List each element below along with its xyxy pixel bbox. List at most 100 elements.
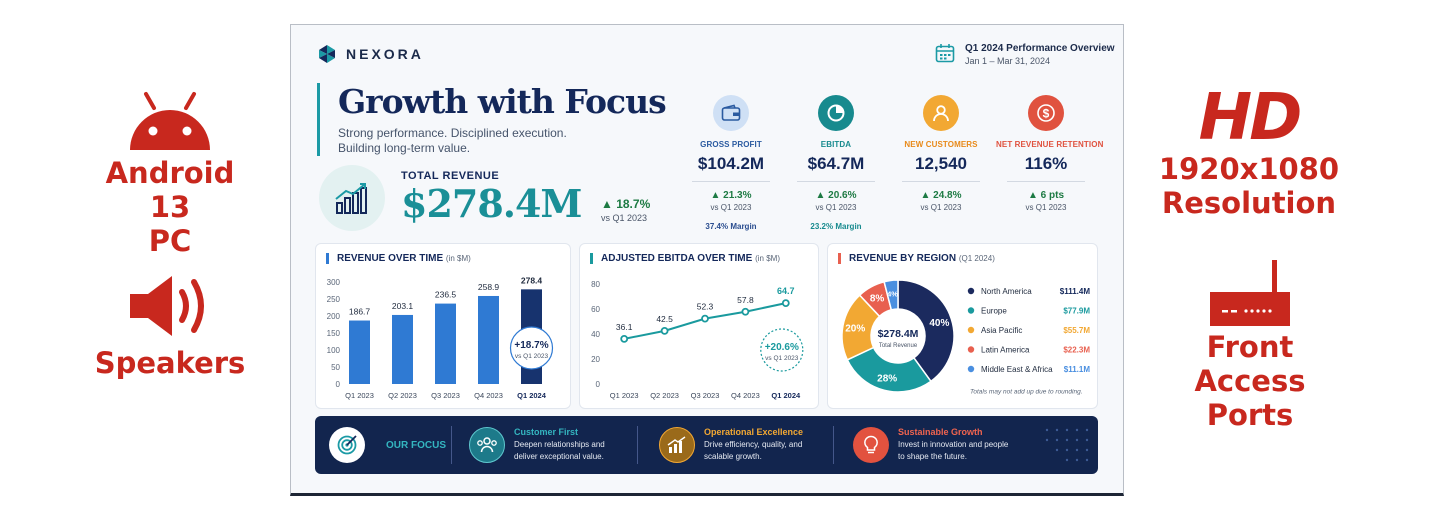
chart-unit: (in $M): [755, 254, 780, 263]
speakers-feature: Speakers: [82, 272, 258, 380]
focus-text-line2: scalable growth.: [704, 452, 762, 461]
chart-unit: (Q1 2024): [958, 254, 995, 263]
growth-chart-icon: [319, 165, 385, 231]
ports-feature: Front Access Ports: [1150, 258, 1350, 432]
kpi-value: 116%: [1024, 154, 1068, 173]
callout-value: +20.6%: [765, 342, 799, 353]
android-label-line1: Android 13: [105, 156, 235, 224]
focus-text-line1: Drive efficiency, quality, and: [704, 440, 803, 449]
focus-divider: [833, 426, 834, 464]
data-label: 278.4: [521, 275, 543, 285]
svg-text:$: $: [1043, 107, 1050, 121]
legend-label: North America: [981, 287, 1032, 296]
y-tick-label: 300: [327, 278, 341, 287]
revenue-bar-chart: 300 250 200 150 100 50 0 186.7 Q1 2023 203.1 Q2 20…: [327, 275, 554, 400]
slice-pct-label: 8%: [870, 293, 885, 304]
legend-label: Latin America: [981, 346, 1030, 355]
donut-center-value: $278.4M: [878, 328, 919, 340]
data-label: 42.5: [656, 314, 673, 324]
slice-pct-label: 28%: [877, 374, 897, 385]
callout-sub: vs Q1 2023: [515, 353, 549, 360]
donut-slice: [883, 279, 899, 311]
android-feature: Android 13 PC: [82, 86, 258, 258]
kpi-card-net-revenue-retention: $ NET REVENUE RETENTION 116% ▲ 6 pts vs …: [996, 83, 1104, 235]
donut-slice: [897, 279, 955, 383]
focus-title: Customer First: [514, 427, 579, 437]
data-label: 52.3: [697, 302, 714, 312]
hd-resolution-label: Resolution: [1161, 186, 1337, 220]
kpi-delta: ▲ 21.3%: [710, 190, 752, 201]
x-tick-label: Q2 2023: [650, 391, 679, 400]
x-tick-label: Q3 2023: [431, 391, 460, 400]
chart-title: REVENUE OVER TIME: [337, 253, 444, 264]
y-tick-label: 60: [591, 305, 600, 314]
page-subtitle: Strong performance. Disciplined executio…: [338, 126, 567, 155]
focus-title: Operational Excellence: [704, 427, 804, 437]
kpi-divider: [1007, 181, 1085, 182]
y-tick-label: 100: [327, 346, 341, 355]
people-icon: [469, 427, 505, 463]
wallet-icon: [713, 95, 749, 131]
x-tick-label: Q1 2024: [517, 391, 547, 400]
y-tick-label: 0: [596, 380, 601, 389]
focus-text-line2: to shape the future.: [898, 452, 967, 461]
data-label: 236.5: [435, 290, 457, 300]
legend-swatch: [967, 326, 975, 334]
ebitda-over-time-panel: ADJUSTED EBITDA OVER TIME (in $M) 80 60 40…: [579, 243, 819, 409]
legend-swatch: [967, 307, 975, 314]
ebitda-line-chart: 80 60 40 20 0 36.1 Q1 2023 42.5 Q2 2023 52.3 Q3 20…: [591, 280, 804, 400]
kpi-name: EBITDA: [820, 140, 852, 149]
callout-badge: [509, 326, 554, 370]
panel-title: REVENUE OVER TIME (in $M): [326, 253, 471, 264]
focus-text-line2: deliver exceptional value.: [514, 452, 604, 461]
chart-note: Totals may not add up due to rounding.: [970, 389, 1083, 396]
kpi-delta: ▲ 24.8%: [920, 190, 962, 201]
brand: NEXORA: [317, 44, 424, 64]
port-panel-icon: [1210, 260, 1290, 326]
data-point: [741, 307, 750, 316]
our-focus-label: OUR FOCUS: [386, 439, 446, 451]
kpi-name: NET REVENUE RETENTION: [996, 140, 1104, 149]
focus-divider: [451, 426, 452, 464]
legend-swatch: [967, 287, 975, 295]
chart-title: REVENUE BY REGION: [849, 253, 957, 264]
bar: [478, 295, 499, 384]
donut-center-label: Total Revenue: [879, 343, 918, 349]
legend-value: $111.4M: [1060, 287, 1091, 296]
kpi-card-ebitda: EBITDA $64.7M ▲ 20.6% vs Q1 2023 23.2% M…: [786, 83, 886, 235]
legend-label: Middle East & Africa: [981, 365, 1053, 374]
kpi-delta: ▲ 6 pts: [1027, 190, 1064, 201]
total-revenue-delta: ▲ 18.7% vs Q1 2023: [601, 197, 650, 223]
callout-sub: vs Q1 2023: [765, 355, 799, 362]
focus-item-customer-first: Customer First Deepen relationships and …: [469, 416, 605, 474]
bar: [349, 320, 370, 384]
focus-divider: [637, 426, 638, 464]
total-revenue: TOTAL REVENUE $278.4M ▲ 18.7% vs Q1 2023: [319, 165, 650, 231]
kpi-name: GROSS PROFIT: [700, 140, 762, 149]
data-point: [620, 334, 629, 343]
x-tick-label: Q3 2023: [691, 391, 720, 400]
hd-badge: HD: [1198, 81, 1303, 155]
x-tick-label: Q4 2023: [474, 391, 503, 400]
calendar-icon: [935, 44, 955, 63]
bar: [392, 314, 413, 384]
kpi-margin: 37.4% Margin: [705, 222, 757, 231]
rising-chart-icon: [659, 427, 695, 463]
android-label-line2: PC: [148, 224, 192, 258]
kpi-value: 12,540: [915, 154, 967, 173]
y-tick-label: 20: [591, 355, 600, 364]
total-revenue-delta-value: ▲ 18.7%: [601, 197, 651, 211]
chart-title: ADJUSTED EBITDA OVER TIME: [601, 253, 753, 264]
dollar-icon: $: [1028, 95, 1064, 131]
data-label: 186.7: [349, 307, 371, 317]
y-tick-label: 0: [336, 380, 341, 389]
kpi-delta-sub: vs Q1 2023: [920, 203, 962, 212]
y-tick-label: 80: [591, 280, 600, 289]
region-donut-chart: 40% 28% 20% 8% 4% $278.4M Total Revenue North A…: [841, 279, 1091, 396]
total-revenue-label: TOTAL REVENUE: [401, 170, 500, 182]
pie-icon: [818, 95, 854, 131]
x-tick-label: Q1 2024: [771, 391, 801, 400]
slice-pct-label: 4%: [887, 289, 898, 298]
donut-slice: [846, 346, 932, 393]
